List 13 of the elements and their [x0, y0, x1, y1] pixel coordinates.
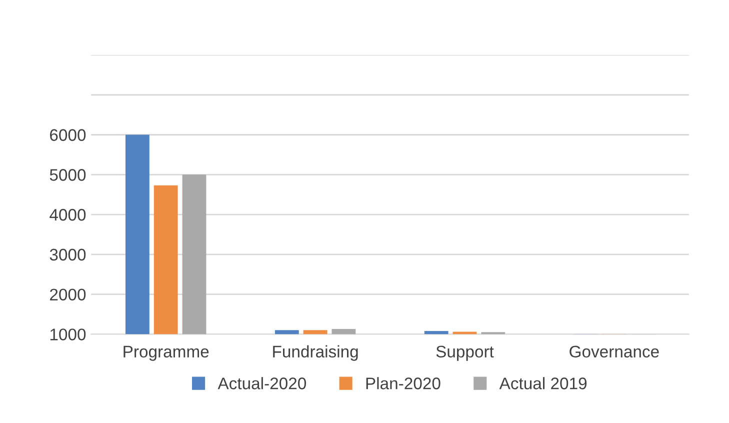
y-tick-label: 6000	[50, 129, 86, 141]
legend-label: Actual 2019	[499, 377, 587, 390]
x-tick-label: Support	[436, 346, 494, 361]
x-tick-label: Fundraising	[273, 345, 358, 361]
legend-label: Actual-2020	[218, 377, 306, 390]
x-tick-label: Programme	[124, 346, 209, 361]
y-tick-label: 2000	[50, 288, 86, 300]
y-tick-label: 3000	[50, 248, 86, 261]
y-tick-label: 4000	[50, 208, 86, 221]
y-tick-label: 5000	[50, 169, 86, 181]
y-tick-label: 1000	[50, 328, 86, 340]
legend-label: Plan-2020	[366, 377, 440, 390]
x-tick-label: Governance	[570, 346, 659, 358]
